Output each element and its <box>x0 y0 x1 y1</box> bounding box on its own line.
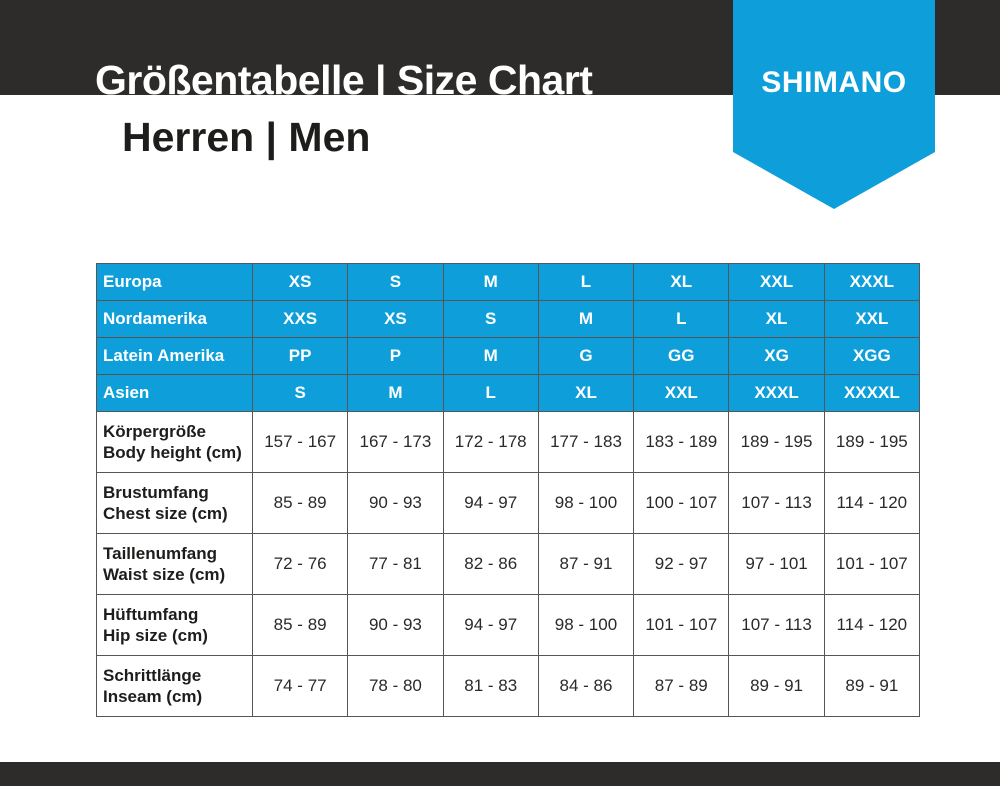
size-cell: XS <box>347 300 444 338</box>
label-english: Chest size (cm) <box>103 504 228 523</box>
size-cell: XS <box>251 263 349 301</box>
measurement-cell: 100 - 107 <box>633 472 730 534</box>
measurement-cell: 87 - 91 <box>537 533 635 595</box>
page-subtitle: Herren | Men <box>122 114 371 160</box>
row-label: Schrittlänge Inseam (cm) <box>96 655 253 717</box>
measurement-cell: 74 - 77 <box>251 655 349 717</box>
measurement-cell: 72 - 76 <box>251 533 349 595</box>
measurement-row: Taillenumfang Waist size (cm) 72 - 76 77 - … <box>96 533 921 595</box>
label-german: Schrittlänge <box>103 666 202 685</box>
measurement-cell: 90 - 93 <box>347 472 444 534</box>
measurement-cell: 167 - 173 <box>347 411 444 473</box>
size-cell: M <box>347 374 444 412</box>
size-cell: M <box>442 337 539 375</box>
shimano-logo-banner: SHIMANO <box>733 0 935 209</box>
measurement-cell: 97 - 101 <box>728 533 825 595</box>
bottom-band <box>0 762 1000 786</box>
label-german: Brustumfang <box>103 483 209 502</box>
row-label: Körpergröße Body height (cm) <box>96 411 253 473</box>
label-german: Taillenumfang <box>103 544 217 563</box>
label-english: Inseam (cm) <box>103 687 203 706</box>
measurement-cell: 114 - 120 <box>823 594 921 656</box>
measurement-cell: 189 - 195 <box>823 411 921 473</box>
measurement-cell: 114 - 120 <box>823 472 921 534</box>
size-cell: L <box>537 263 635 301</box>
measurement-cell: 107 - 113 <box>728 594 825 656</box>
size-cell: XL <box>633 263 730 301</box>
size-system-row: Asien S M L XL XXL XXXL XXXXL <box>96 374 921 412</box>
size-cell: XXL <box>823 300 921 338</box>
measurement-cell: 98 - 100 <box>537 472 635 534</box>
measurement-cell: 85 - 89 <box>251 594 349 656</box>
measurement-cell: 107 - 113 <box>728 472 825 534</box>
measurement-cell: 94 - 97 <box>442 594 539 656</box>
measurement-row: Hüftumfang Hip size (cm) 85 - 89 90 - 93 94 … <box>96 594 921 656</box>
size-cell: S <box>442 300 539 338</box>
measurement-cell: 89 - 91 <box>728 655 825 717</box>
measurement-cell: 82 - 86 <box>442 533 539 595</box>
size-cell: XGG <box>823 337 921 375</box>
measurement-row: Körpergröße Body height (cm) 157 - 167 167 … <box>96 411 921 473</box>
size-system-row: Europa XS S M L XL XXL XXXL <box>96 263 921 301</box>
size-cell: M <box>442 263 539 301</box>
size-cell: XXXL <box>728 374 825 412</box>
measurement-cell: 81 - 83 <box>442 655 539 717</box>
measurement-cell: 177 - 183 <box>537 411 635 473</box>
size-cell: XXS <box>251 300 349 338</box>
row-label: Hüftumfang Hip size (cm) <box>96 594 253 656</box>
measurement-row: Brustumfang Chest size (cm) 85 - 89 90 - 93… <box>96 472 921 534</box>
measurement-cell: 157 - 167 <box>251 411 349 473</box>
page-title: Größentabelle | Size Chart <box>95 57 593 103</box>
size-cell: XG <box>728 337 825 375</box>
label-english: Hip size (cm) <box>103 626 208 645</box>
measurement-cell: 92 - 97 <box>633 533 730 595</box>
size-chart-table: Europa XS S M L XL XXL XXXL Nordamerika XXS XS S M L X… <box>96 263 921 717</box>
size-cell: S <box>347 263 444 301</box>
row-label: Latein Amerika <box>96 337 253 375</box>
logo-text: SHIMANO <box>761 66 907 99</box>
size-cell: S <box>251 374 349 412</box>
size-system-row: Nordamerika XXS XS S M L XL XXL <box>96 300 921 338</box>
size-cell: XXXL <box>823 263 921 301</box>
size-cell: XXL <box>633 374 730 412</box>
row-label: Nordamerika <box>96 300 253 338</box>
size-cell: P <box>347 337 444 375</box>
row-label: Asien <box>96 374 253 412</box>
size-cell: XL <box>537 374 635 412</box>
row-label: Brustumfang Chest size (cm) <box>96 472 253 534</box>
size-cell: XXL <box>728 263 825 301</box>
label-english: Body height (cm) <box>103 443 242 462</box>
measurement-cell: 85 - 89 <box>251 472 349 534</box>
measurement-cell: 98 - 100 <box>537 594 635 656</box>
size-cell: L <box>442 374 539 412</box>
measurement-cell: 189 - 195 <box>728 411 825 473</box>
label-english: Waist size (cm) <box>103 565 226 584</box>
label-german: Hüftumfang <box>103 605 199 624</box>
size-cell: M <box>537 300 635 338</box>
row-label: Europa <box>96 263 253 301</box>
size-cell: L <box>633 300 730 338</box>
measurement-cell: 101 - 107 <box>823 533 921 595</box>
measurement-cell: 94 - 97 <box>442 472 539 534</box>
row-label: Taillenumfang Waist size (cm) <box>96 533 253 595</box>
size-system-row: Latein Amerika PP P M G GG XG XGG <box>96 337 921 375</box>
measurement-cell: 89 - 91 <box>823 655 921 717</box>
label-german: Körpergröße <box>103 422 206 441</box>
measurement-cell: 87 - 89 <box>633 655 730 717</box>
size-cell: GG <box>633 337 730 375</box>
measurement-cell: 84 - 86 <box>537 655 635 717</box>
measurement-row: Schrittlänge Inseam (cm) 74 - 77 78 - 80 81 … <box>96 655 921 717</box>
measurement-cell: 90 - 93 <box>347 594 444 656</box>
measurement-cell: 172 - 178 <box>442 411 539 473</box>
measurement-cell: 101 - 107 <box>633 594 730 656</box>
banner-shape-icon <box>733 0 935 209</box>
measurement-cell: 183 - 189 <box>633 411 730 473</box>
size-cell: XXXXL <box>823 374 921 412</box>
size-cell: G <box>537 337 635 375</box>
measurement-cell: 78 - 80 <box>347 655 444 717</box>
measurement-cell: 77 - 81 <box>347 533 444 595</box>
size-cell: PP <box>251 337 349 375</box>
size-cell: XL <box>728 300 825 338</box>
